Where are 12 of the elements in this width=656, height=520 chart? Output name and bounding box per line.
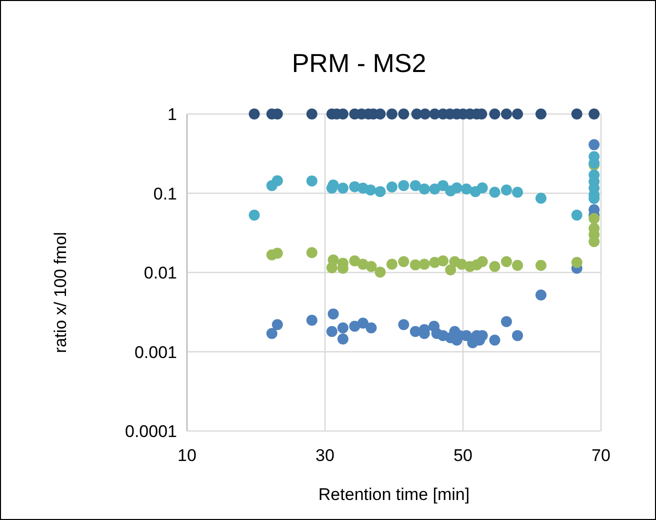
chart-title: PRM - MS2 bbox=[292, 48, 426, 78]
x-tick-label: 10 bbox=[178, 446, 196, 465]
y-tick-label: 0.001 bbox=[134, 342, 177, 362]
y-axis-title: ratio x/ 100 fmol bbox=[51, 232, 70, 353]
x-tick-label: 30 bbox=[316, 446, 334, 465]
y-tick-label: 0.1 bbox=[153, 184, 177, 204]
y-tick-label: 0.0001 bbox=[125, 422, 177, 441]
x-tick-label: 50 bbox=[454, 446, 472, 465]
x-tick-label: 70 bbox=[592, 446, 610, 465]
y-tick-label: 1 bbox=[168, 105, 177, 124]
x-axis-title: Retention time [min] bbox=[318, 485, 470, 504]
y-tick-label: 0.01 bbox=[144, 264, 177, 282]
